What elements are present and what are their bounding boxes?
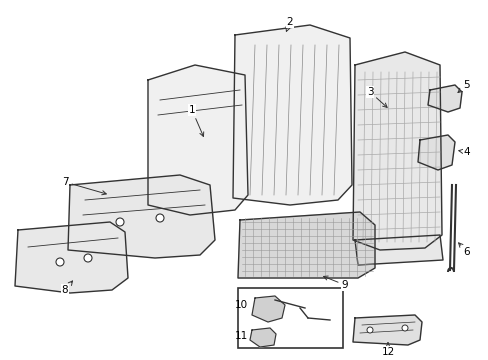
Text: 10: 10 xyxy=(234,300,247,310)
Circle shape xyxy=(366,327,372,333)
Text: 4: 4 xyxy=(458,147,469,157)
Text: 7: 7 xyxy=(61,177,106,195)
Text: 6: 6 xyxy=(458,243,469,257)
Circle shape xyxy=(401,325,407,331)
Polygon shape xyxy=(427,85,461,112)
Text: 9: 9 xyxy=(323,276,347,290)
Polygon shape xyxy=(352,315,421,345)
Circle shape xyxy=(156,214,163,222)
Polygon shape xyxy=(249,328,275,347)
Polygon shape xyxy=(15,222,128,293)
Polygon shape xyxy=(352,52,441,250)
Polygon shape xyxy=(148,65,247,215)
Polygon shape xyxy=(232,25,351,205)
Polygon shape xyxy=(417,135,454,170)
Circle shape xyxy=(116,218,124,226)
Polygon shape xyxy=(68,175,215,258)
Circle shape xyxy=(56,258,64,266)
Polygon shape xyxy=(354,235,442,265)
Text: 2: 2 xyxy=(285,17,293,31)
Bar xyxy=(238,288,342,348)
Text: 11: 11 xyxy=(234,331,247,341)
Polygon shape xyxy=(238,212,374,278)
Text: 12: 12 xyxy=(381,343,394,357)
Text: 1: 1 xyxy=(188,105,203,136)
Text: 5: 5 xyxy=(457,80,469,93)
Text: 3: 3 xyxy=(366,87,386,107)
Circle shape xyxy=(84,254,92,262)
Polygon shape xyxy=(251,296,285,322)
Text: 8: 8 xyxy=(61,281,72,295)
